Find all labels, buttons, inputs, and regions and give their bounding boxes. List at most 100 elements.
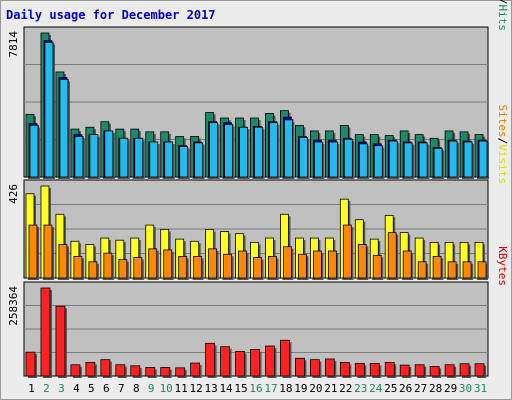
x-tick-label: 23 xyxy=(354,382,367,395)
bar-kbytes xyxy=(295,357,305,377)
x-tick-label: 10 xyxy=(160,382,173,395)
x-tick-label: 29 xyxy=(444,382,457,395)
bar-pages xyxy=(358,143,368,178)
bar-pages xyxy=(284,119,293,178)
bar-pages xyxy=(224,124,233,178)
x-tick-label: 1 xyxy=(28,382,35,395)
bar-sites xyxy=(387,232,397,279)
bar-kbytes xyxy=(309,359,320,377)
x-tick-label: 5 xyxy=(88,382,95,395)
bar-pages xyxy=(194,142,204,178)
legend-entry: Visits xyxy=(496,144,509,184)
bar-pages xyxy=(299,136,308,178)
bar-sites xyxy=(432,256,442,279)
bar-kbytes xyxy=(280,339,290,377)
bar-kbytes xyxy=(369,362,380,377)
x-tick-label: 6 xyxy=(103,382,110,395)
legend-entry: / xyxy=(496,0,509,5)
x-tick-label: 25 xyxy=(384,382,397,395)
bar-kbytes xyxy=(40,287,51,377)
bar-kbytes xyxy=(190,362,201,377)
x-tick-label: 31 xyxy=(474,382,487,395)
bar-pages xyxy=(29,125,39,178)
x-tick-label: 16 xyxy=(249,382,262,395)
bar-kbytes xyxy=(115,364,126,377)
legend-entry: KBytes xyxy=(496,246,509,286)
bar-pages xyxy=(313,141,323,178)
bar-sites xyxy=(268,256,277,279)
bar-pages xyxy=(373,145,383,178)
y-max-label-1: 426 xyxy=(7,184,20,204)
bar-kbytes xyxy=(160,367,171,377)
bar-kbytes xyxy=(265,345,275,377)
x-tick-label: 30 xyxy=(459,382,472,395)
x-tick-label: 8 xyxy=(133,382,140,395)
bar-sites xyxy=(462,261,472,279)
x-tick-label: 17 xyxy=(264,382,277,395)
bar-sites xyxy=(238,250,247,279)
bar-kbytes xyxy=(175,367,186,377)
bar-kbytes xyxy=(70,364,81,377)
bar-kbytes xyxy=(444,364,455,377)
bar-kbytes xyxy=(145,367,156,377)
bar-sites xyxy=(312,250,322,279)
x-tick-label: 12 xyxy=(190,382,203,395)
bar-sites xyxy=(28,224,38,279)
bar-sites xyxy=(357,244,367,279)
bar-kbytes xyxy=(339,361,350,377)
x-tick-label: 22 xyxy=(339,382,352,395)
bar-pages xyxy=(44,42,54,178)
x-tick-label: 26 xyxy=(399,382,412,395)
x-tick-label: 27 xyxy=(414,382,427,395)
legend-entry: Hits xyxy=(496,5,509,32)
bar-kbytes xyxy=(205,342,216,377)
legend-entry: / xyxy=(496,138,509,145)
bar-sites xyxy=(223,253,232,279)
bar-kbytes xyxy=(459,363,470,377)
bar-sites xyxy=(103,252,113,279)
bar-sites xyxy=(342,224,352,279)
x-tick-label: 19 xyxy=(294,382,307,395)
bar-sites xyxy=(372,254,382,279)
bar-pages xyxy=(119,137,129,178)
bar-sites xyxy=(253,257,262,279)
x-tick-label: 21 xyxy=(324,382,337,395)
bar-pages xyxy=(254,126,263,178)
x-tick-label: 2 xyxy=(43,382,50,395)
bar-pages xyxy=(328,141,338,178)
legend-1: Sites/Visits xyxy=(496,105,509,185)
bar-sites xyxy=(477,261,487,279)
bar-pages xyxy=(74,136,84,178)
bar-kbytes xyxy=(130,365,141,377)
x-tick-label: 3 xyxy=(58,382,65,395)
bar-sites xyxy=(298,253,307,279)
x-tick-label: 28 xyxy=(429,382,442,395)
x-tick-label: 20 xyxy=(309,382,322,395)
bar-pages xyxy=(239,126,248,178)
bar-pages xyxy=(343,138,353,178)
bar-pages xyxy=(89,134,99,178)
bar-kbytes xyxy=(474,363,485,377)
x-tick-label: 13 xyxy=(204,382,217,395)
bar-sites xyxy=(417,261,427,279)
bar-pages xyxy=(149,141,159,178)
legend-entry: Sites xyxy=(496,105,509,138)
x-tick-label: 4 xyxy=(73,382,80,395)
bar-pages xyxy=(179,146,189,178)
bar-pages xyxy=(388,140,398,178)
legend-2: KBytes xyxy=(496,246,509,286)
bar-sites xyxy=(163,249,173,279)
bar-kbytes xyxy=(55,305,66,377)
bar-sites xyxy=(327,250,337,279)
x-tick-label: 7 xyxy=(118,382,125,395)
bar-sites xyxy=(148,248,158,279)
bar-kbytes xyxy=(220,346,230,377)
x-tick-label: 24 xyxy=(369,382,383,395)
bar-sites xyxy=(133,257,143,279)
bar-sites xyxy=(283,246,292,279)
bar-sites xyxy=(88,261,98,279)
bar-pages xyxy=(59,78,69,178)
bar-sites xyxy=(58,244,68,279)
